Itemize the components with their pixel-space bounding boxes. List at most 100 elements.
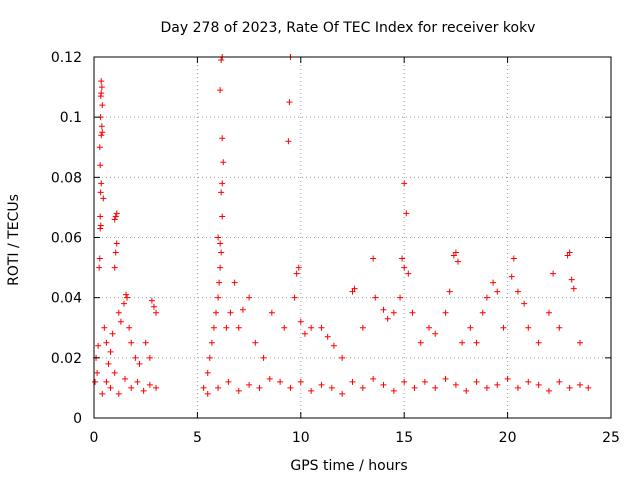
data-point (372, 294, 379, 301)
data-point (219, 180, 226, 187)
y-tick-label: 0.04 (51, 291, 82, 307)
data-point (112, 213, 119, 220)
data-point (153, 309, 160, 316)
data-point (432, 384, 439, 391)
data-point (339, 390, 346, 397)
data-point (239, 306, 246, 313)
data-point (473, 378, 480, 385)
data-point (576, 339, 583, 346)
data-point (390, 387, 397, 394)
data-point (397, 294, 404, 301)
data-point (494, 381, 501, 388)
data-point (330, 342, 337, 349)
data-point (97, 222, 104, 229)
data-point (432, 330, 439, 337)
data-point (318, 381, 325, 388)
data-point (213, 309, 220, 316)
data-point (308, 324, 315, 331)
data-point (256, 384, 263, 391)
data-point (545, 387, 552, 394)
data-point (124, 294, 131, 301)
data-point (235, 324, 242, 331)
data-point (483, 384, 490, 391)
data-point (525, 324, 532, 331)
data-point (535, 381, 542, 388)
data-point (351, 285, 358, 292)
grid-lines (94, 57, 611, 418)
data-point (266, 375, 273, 382)
data-point (220, 159, 227, 166)
data-point (111, 264, 118, 271)
data-point (286, 99, 293, 106)
data-point (96, 144, 103, 151)
data-point (380, 381, 387, 388)
data-point (401, 378, 408, 385)
data-point (218, 57, 225, 64)
data-point (390, 309, 397, 316)
data-point (115, 309, 122, 316)
data-point (140, 387, 147, 394)
data-point (308, 387, 315, 394)
data-point (556, 324, 563, 331)
data-point (134, 378, 141, 385)
data-point (113, 240, 120, 247)
data-point (97, 162, 104, 169)
data-point (442, 309, 449, 316)
data-point (103, 339, 110, 346)
data-point (215, 234, 222, 241)
data-point (301, 330, 308, 337)
data-point (128, 384, 135, 391)
data-point (216, 279, 223, 286)
data-point (111, 216, 118, 223)
data-point (454, 258, 461, 265)
data-point (328, 384, 335, 391)
data-point (120, 300, 127, 307)
data-point (132, 354, 139, 361)
data-point (514, 288, 521, 295)
data-point (142, 339, 149, 346)
data-point (545, 309, 552, 316)
y-tick-label: 0.08 (51, 170, 82, 186)
data-point (585, 384, 592, 391)
data-point (566, 384, 573, 391)
data-point (101, 324, 108, 331)
data-point (409, 309, 416, 316)
data-point (122, 375, 129, 382)
data-point (490, 279, 497, 286)
data-point (231, 279, 238, 286)
data-point (473, 339, 480, 346)
data-point (576, 381, 583, 388)
data-point (112, 249, 119, 256)
data-point (446, 288, 453, 295)
data-point (109, 330, 116, 337)
data-point (98, 132, 105, 139)
data-point (98, 180, 105, 187)
data-point (107, 348, 114, 355)
data-point (479, 309, 486, 316)
data-point (98, 123, 105, 130)
data-point (403, 210, 410, 217)
data-point (105, 360, 112, 367)
data-point (564, 252, 571, 259)
data-point (98, 90, 105, 97)
data-point (219, 213, 226, 220)
data-point (246, 381, 253, 388)
data-point (225, 378, 232, 385)
y-tick-label: 0.12 (51, 50, 82, 66)
data-point (260, 354, 267, 361)
data-point (277, 378, 284, 385)
data-point (97, 213, 104, 220)
data-point (146, 381, 153, 388)
data-point (525, 378, 532, 385)
data-point (204, 369, 211, 376)
data-point (556, 378, 563, 385)
data-point (339, 354, 346, 361)
data-point (295, 264, 302, 271)
data-point (550, 270, 557, 277)
data-point (96, 264, 103, 271)
data-point (370, 255, 377, 262)
y-axis-ticks: 0 0.02 0.04 0.06 0.08 0.1 0.12 (51, 50, 611, 427)
data-point (318, 324, 325, 331)
data-point (217, 240, 224, 247)
data-point (281, 324, 288, 331)
